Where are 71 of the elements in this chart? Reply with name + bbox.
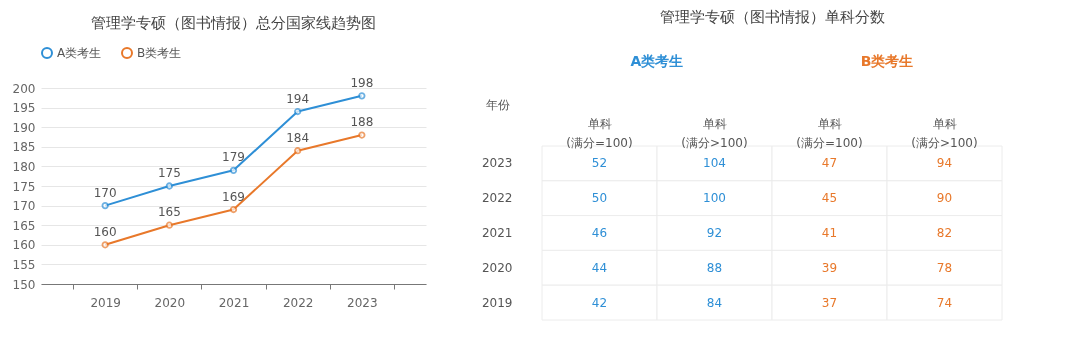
data-label: 165	[157, 205, 181, 220]
y-tick-label: 175	[12, 179, 36, 194]
chart-title: 管理学专硕（图书情报）总分国家线趋势图	[91, 14, 376, 32]
data-label: 160	[93, 224, 117, 239]
point	[294, 147, 302, 155]
y-tick-label: 185	[12, 140, 36, 155]
data-label: 170	[93, 185, 117, 200]
data-label: 100	[703, 191, 726, 206]
data-label: 78	[936, 260, 953, 275]
y-tick-label: 2023	[481, 156, 513, 171]
data-label: 198	[350, 75, 374, 90]
data-label: 44	[591, 260, 608, 275]
y-tick-label: 200	[12, 81, 36, 96]
data-label: 39	[821, 260, 838, 275]
x-tick-label: 2021	[218, 295, 250, 310]
y-tick-label: 170	[12, 199, 36, 214]
data-label: 82	[936, 226, 953, 240]
x-tick-label: 单科 (满分=100)	[796, 116, 863, 150]
data-label: 92	[706, 226, 723, 240]
y-tick-label: 165	[12, 218, 36, 233]
y-axis-title: 年份	[485, 97, 510, 112]
data-label: 90	[936, 191, 953, 206]
x-tick-label: 单科 (满分>100)	[911, 116, 978, 150]
y-tick-label: 190	[12, 120, 36, 135]
data-label: 74	[936, 295, 953, 310]
point	[358, 92, 366, 100]
data-label: 104	[703, 156, 726, 171]
data-label: 84	[706, 295, 723, 310]
y-tick-label: 2022	[481, 191, 513, 206]
data-label: 88	[706, 260, 723, 275]
data-label: 52	[591, 156, 608, 171]
data-label: 37	[821, 295, 838, 310]
point	[101, 241, 109, 249]
data-label: 169	[222, 189, 245, 204]
y-tick-label: 180	[12, 159, 36, 174]
data-label: 94	[936, 156, 953, 171]
y-tick-label: 2021	[481, 226, 513, 240]
y-tick-label: 155	[12, 257, 36, 272]
point	[358, 131, 366, 139]
y-tick-label: 150	[12, 277, 36, 292]
data-label: 46	[591, 226, 608, 240]
x-tick-label: 单科 (满分>100)	[681, 116, 748, 150]
x-tick-label: 单科 (满分=100)	[566, 116, 633, 150]
data-label: 179	[222, 150, 245, 165]
point	[165, 182, 173, 190]
legend-label: A类考生	[57, 46, 102, 60]
y-tick-label: 2020	[481, 260, 513, 275]
data-label: 45	[821, 191, 838, 206]
data-label: 50	[591, 191, 608, 206]
data-label: 41	[821, 226, 838, 240]
data-label: 194	[286, 91, 310, 106]
data-label: 184	[286, 130, 310, 145]
text: B类考生	[860, 53, 914, 69]
point	[229, 166, 238, 174]
point	[229, 205, 238, 214]
x-tick-label: 2023	[347, 295, 378, 310]
y-tick-label: 160	[12, 238, 36, 253]
y-tick-label: 195	[12, 101, 36, 116]
legend-label: B类考生	[137, 46, 182, 60]
point	[101, 201, 109, 210]
x-tick-label: 2019	[90, 295, 121, 310]
point	[294, 107, 302, 116]
text: A类考生	[630, 53, 684, 69]
data-label: 188	[350, 115, 374, 130]
chart-title: 管理学专硕（图书情报）单科分数	[659, 8, 885, 26]
point	[165, 221, 173, 229]
data-label: 175	[157, 166, 181, 180]
data-label: 42	[591, 295, 608, 310]
x-tick-label: 2022	[282, 295, 314, 310]
x-tick-label: 2020	[154, 295, 186, 310]
data-label: 47	[821, 156, 838, 171]
